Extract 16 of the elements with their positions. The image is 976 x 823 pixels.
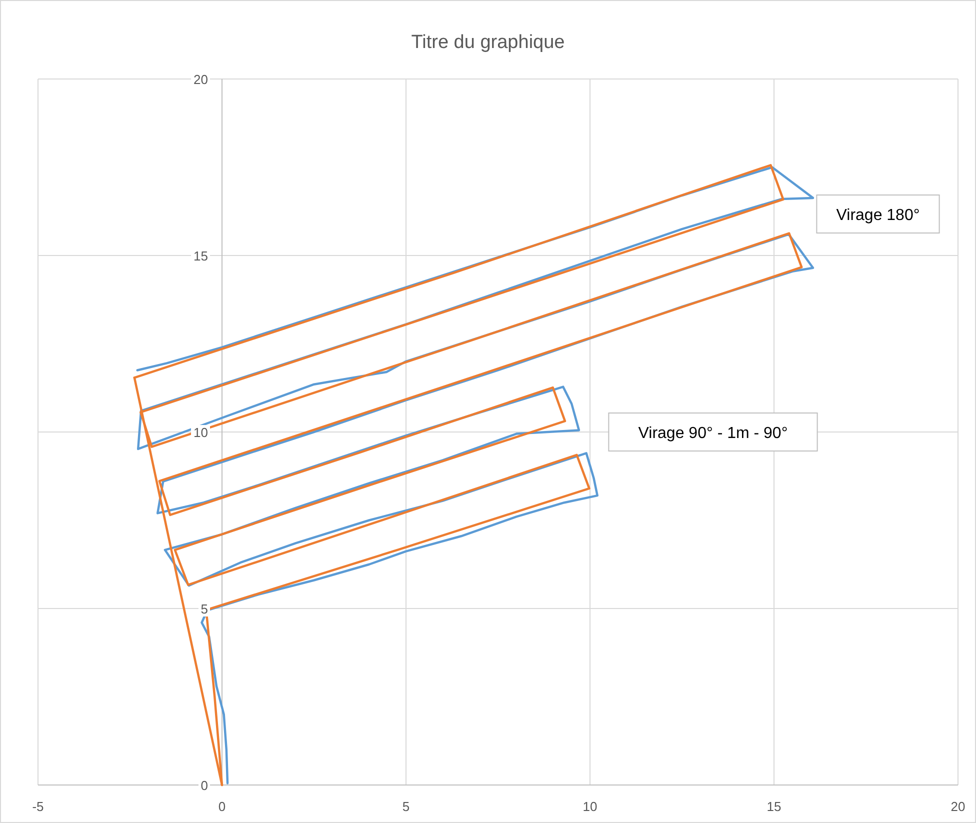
text-box: Virage 180°	[816, 194, 940, 234]
y-tick-label: 20	[194, 72, 208, 87]
x-tick-label: 10	[582, 799, 598, 814]
annotation: Virage 180°	[836, 207, 920, 224]
y-tick-label: 15	[194, 248, 208, 264]
text-box: Virage 90° - 1m - 90°	[608, 412, 818, 452]
x-tick-label: -5	[32, 799, 44, 814]
annotation: Virage 90° - 1m - 90°	[638, 425, 788, 442]
y-tick-label: 5	[200, 602, 208, 616]
x-tick-label: 15	[766, 799, 782, 814]
x-tick-label: 5	[402, 799, 410, 814]
chart-title: Titre du graphique	[411, 32, 565, 53]
x-tick-label: 0	[218, 799, 226, 814]
x-tick-label: 20	[950, 799, 966, 814]
y-tick-label: 10	[194, 425, 208, 440]
y-tick-label: 0	[200, 778, 208, 793]
